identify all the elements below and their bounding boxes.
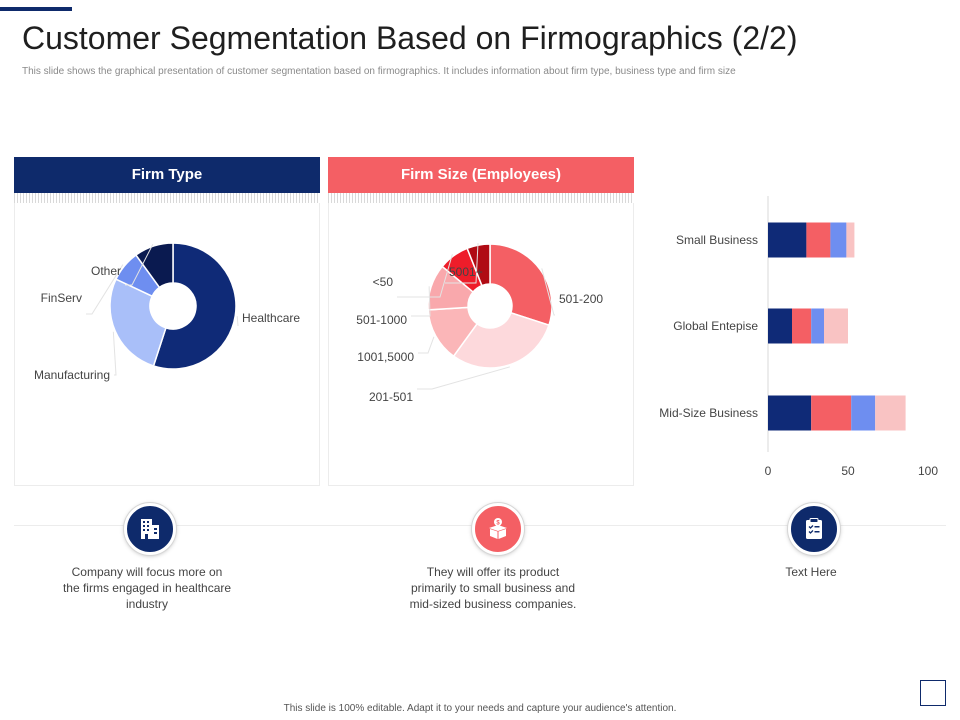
gift-box-icon: $ xyxy=(489,518,507,539)
svg-text:$: $ xyxy=(496,521,500,527)
firm-type-slice-1 xyxy=(109,278,167,367)
firm-type-leader-3 xyxy=(125,243,154,286)
firm-type-label-1: Manufacturing xyxy=(34,368,110,382)
firm-size-leader-0 xyxy=(541,268,555,316)
bar-0-seg-1 xyxy=(806,222,831,258)
firm-type-hatch xyxy=(14,193,320,203)
bar-x-tick-0: 0 xyxy=(765,464,772,478)
bar-category-label-1: Global Entepise xyxy=(673,319,758,333)
gift-box-icon-circle: $ xyxy=(472,503,524,555)
bar-2-seg-0 xyxy=(768,395,812,431)
building-icon xyxy=(141,519,159,539)
firm-size-leader-2 xyxy=(418,336,435,354)
firm-size-label-2: 1001,5000 xyxy=(357,350,414,364)
firm-type-label-2: FinServ xyxy=(41,291,82,305)
clipboard-icon xyxy=(806,518,822,539)
top-accent-bar xyxy=(0,7,72,11)
firm-type-donut-chart: Healthcare Manufacturing FinServ Other xyxy=(34,242,300,382)
firm-size-label-0: 501-200 xyxy=(559,292,603,306)
firm-type-leader-1 xyxy=(112,331,117,376)
bar-category-label-2: Mid-Size Business xyxy=(659,406,758,420)
business-type-bar-chart: Small Business Global Entepise Mid-Size Bu… xyxy=(659,196,938,478)
bar-0-seg-2 xyxy=(830,222,847,258)
bar-2-seg-3 xyxy=(875,395,906,431)
firm-type-label-3: Other xyxy=(91,264,121,278)
bar-x-tick-1: 50 xyxy=(841,464,855,478)
firm-type-leader-2 xyxy=(86,264,124,315)
bar-1-seg-1 xyxy=(792,308,812,344)
bar-2-seg-1 xyxy=(811,395,852,431)
bar-1-seg-2 xyxy=(811,308,824,344)
firm-type-label-0: Healthcare xyxy=(242,311,300,325)
bottom-text-1: Company will focus more on the firms eng… xyxy=(62,565,232,611)
firm-size-panel: Firm Size (Employees) 501-200 201-501 1001… xyxy=(328,157,634,486)
firm-size-label-3: 501-1000 xyxy=(356,313,407,327)
firm-type-header: Firm Type xyxy=(14,157,320,193)
firm-size-leader-3 xyxy=(411,286,431,317)
firm-size-hatch xyxy=(328,193,634,203)
firm-type-slice-3 xyxy=(134,242,174,289)
page-title: Customer Segmentation Based on Firmograp… xyxy=(22,20,798,56)
firm-size-leader-1 xyxy=(417,366,510,390)
page-subtitle: This slide shows the graphical presentat… xyxy=(22,66,736,77)
bar-1-seg-0 xyxy=(768,308,792,344)
bar-0-seg-0 xyxy=(768,222,807,258)
firm-type-slice-0 xyxy=(152,242,237,370)
bottom-text-2: They will offer its product primarily to… xyxy=(409,565,577,611)
footer-note: This slide is 100% editable. Adapt it to… xyxy=(283,703,677,714)
firm-size-leader-4 xyxy=(397,254,453,298)
firm-size-label-5: 5001+ xyxy=(449,265,483,279)
bar-x-tick-2: 100 xyxy=(918,464,938,478)
firm-size-donut-chart: 501-200 201-501 1001,5000 501-1000 <50 5001+ xyxy=(356,243,603,404)
firm-type-panel: Firm Type Healthcare Manufacturing FinServ… xyxy=(14,157,320,486)
firm-size-leader-5 xyxy=(445,243,479,284)
building-icon-circle xyxy=(124,503,176,555)
clipboard-icon-circle xyxy=(788,503,840,555)
bottom-text-3: Text Here xyxy=(785,565,837,579)
firm-size-slice-0 xyxy=(489,243,553,327)
firm-size-label-4: <50 xyxy=(373,275,394,289)
bar-1-seg-3 xyxy=(824,308,848,344)
corner-square-icon xyxy=(920,680,946,706)
firm-type-leader-0 xyxy=(236,316,239,327)
firm-size-header: Firm Size (Employees) xyxy=(328,157,634,193)
bar-2-seg-2 xyxy=(851,395,876,431)
firm-size-slice-1 xyxy=(452,311,550,369)
firm-size-label-1: 201-501 xyxy=(369,390,413,404)
firm-size-slice-5 xyxy=(466,243,491,287)
bar-category-label-0: Small Business xyxy=(676,233,758,247)
bar-0-seg-3 xyxy=(846,222,855,258)
